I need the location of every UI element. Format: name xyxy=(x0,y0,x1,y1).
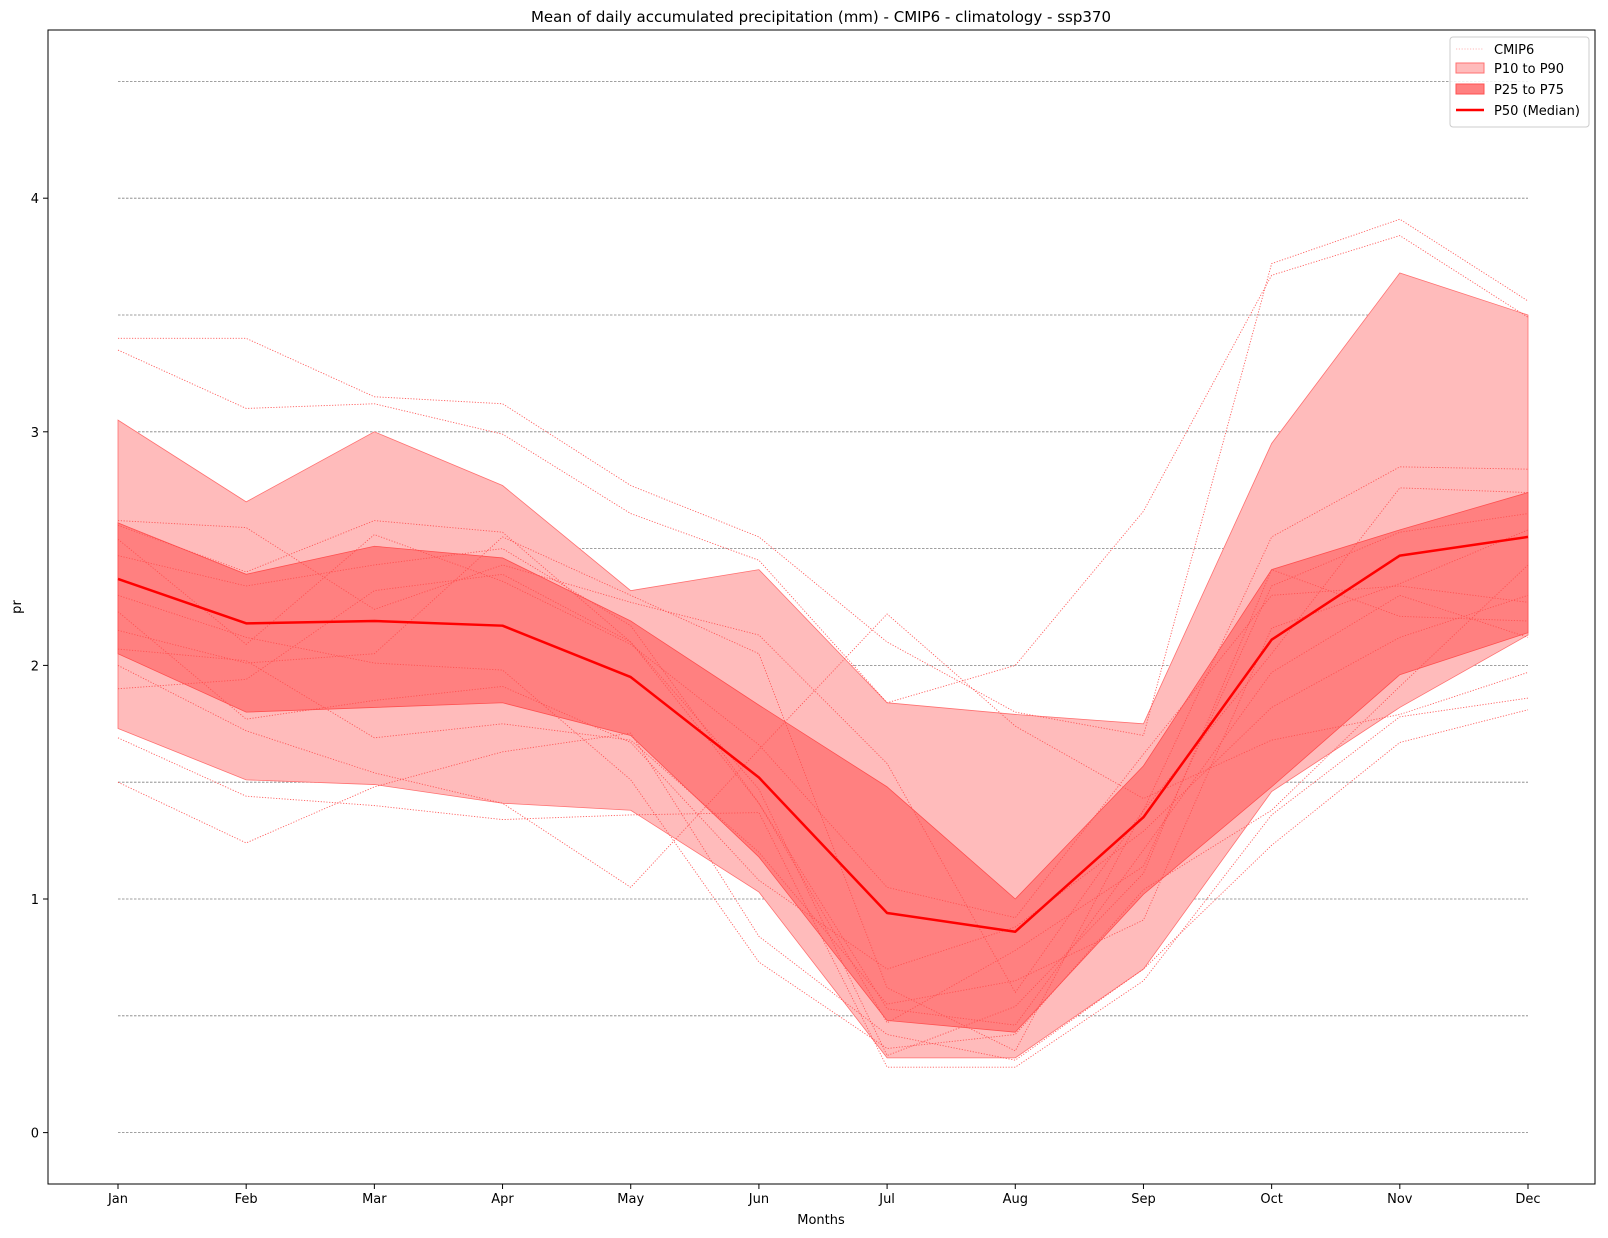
legend: CMIP6 P10 to P90 P25 to P75 P50 (Median) xyxy=(1449,36,1590,128)
band-p25-p75 xyxy=(117,492,1529,1033)
y-axis-ticks: 0 1 2 3 4 xyxy=(31,192,48,1142)
cmip6-member-line xyxy=(117,564,1529,1049)
median-line xyxy=(117,535,1529,933)
y-tick-label: 0 xyxy=(31,1127,39,1142)
x-tick-label: Jan xyxy=(107,1192,128,1207)
x-axis-ticks: Jan Feb Mar Apr May Jun Jul Aug Sep Oct Nov Dec xyxy=(107,1184,1541,1207)
legend-p25-p75-label: P25 to P75 xyxy=(1494,83,1564,98)
cmip6-member-line xyxy=(117,513,1529,1024)
cmip6-member-line xyxy=(117,709,1529,1061)
x-tick-label: Feb xyxy=(235,1192,258,1207)
legend-p10-p90-label: P10 to P90 xyxy=(1494,62,1564,77)
cmip6-member-line xyxy=(117,235,1529,704)
y-tick-label: 1 xyxy=(31,893,39,908)
x-tick-label: Dec xyxy=(1515,1192,1540,1207)
x-tick-label: May xyxy=(617,1192,644,1207)
cmip6-member-line xyxy=(117,466,1529,1052)
y-tick-label: 3 xyxy=(31,426,39,441)
x-axis-label: Months xyxy=(797,1213,845,1228)
y-tick-label: 2 xyxy=(31,659,39,674)
x-tick-label: Aug xyxy=(1003,1192,1028,1207)
legend-box xyxy=(1449,36,1590,128)
x-tick-label: Jul xyxy=(878,1192,895,1207)
y-tick-label: 4 xyxy=(31,192,39,207)
legend-p10-p90-swatch xyxy=(1455,62,1485,74)
x-tick-label: Nov xyxy=(1387,1192,1413,1207)
x-tick-label: Sep xyxy=(1131,1192,1156,1207)
median-line-group xyxy=(117,535,1529,933)
x-tick-label: Apr xyxy=(491,1192,514,1207)
cmip6-member-line xyxy=(117,594,1529,970)
percentile-bands xyxy=(117,272,1529,1059)
x-tick-label: Jun xyxy=(748,1192,769,1207)
cmip6-member-line xyxy=(117,697,1529,1068)
chart-title: Mean of daily accumulated precipitation … xyxy=(531,8,1111,26)
cmip6-member-lines xyxy=(117,218,1529,1068)
plot-frame xyxy=(47,29,1596,1185)
cmip6-member-line xyxy=(117,569,1529,1057)
x-tick-label: Oct xyxy=(1260,1192,1282,1207)
legend-cmip6-label: CMIP6 xyxy=(1494,43,1534,58)
cmip6-member-line xyxy=(118,218,1529,736)
legend-median-label: P50 (Median) xyxy=(1494,104,1580,119)
x-tick-label: Mar xyxy=(362,1192,387,1207)
legend-p25-p75-swatch xyxy=(1455,83,1485,95)
y-axis-label: pr xyxy=(10,600,25,614)
